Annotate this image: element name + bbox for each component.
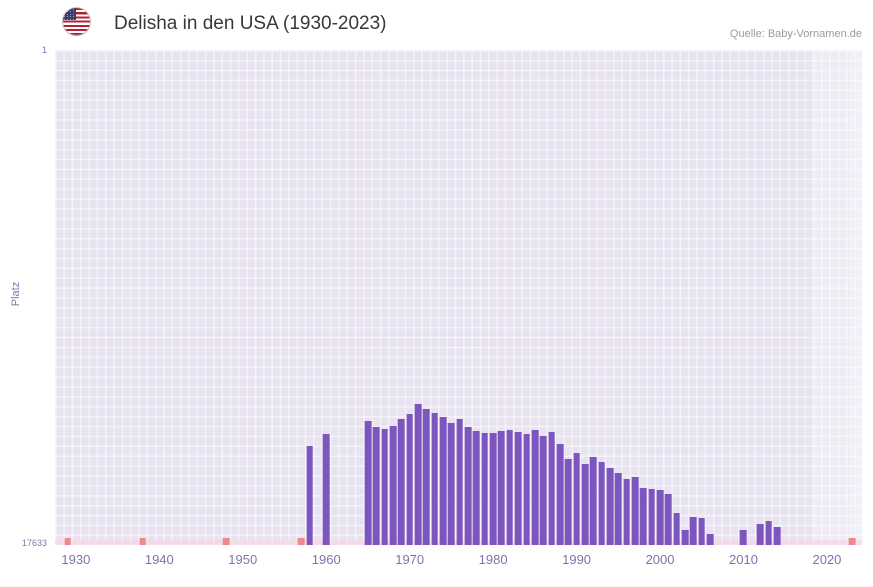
chart-bar[interactable]	[523, 434, 530, 545]
x-tick-label: 1940	[144, 552, 174, 567]
chart-bar[interactable]	[498, 431, 505, 545]
x-tick-label: 1960	[311, 552, 341, 567]
chart-bar[interactable]	[514, 431, 522, 545]
x-tick-label: 2010	[729, 552, 758, 567]
chart-bar[interactable]	[773, 526, 781, 545]
recent-years-band	[849, 50, 862, 545]
chart-bar[interactable]	[364, 421, 372, 545]
chart-bar[interactable]	[673, 512, 681, 545]
chart-bar[interactable]	[456, 419, 464, 545]
chart-bar[interactable]	[706, 533, 714, 545]
chart-bar[interactable]	[531, 429, 539, 545]
recent-years-band	[811, 50, 862, 545]
chart-bar[interactable]	[640, 487, 647, 545]
chart-bar[interactable]	[606, 468, 614, 545]
chart-bar[interactable]	[423, 409, 430, 545]
chart-bar[interactable]	[448, 423, 455, 545]
chart-bar[interactable]	[539, 435, 547, 545]
chart-bar[interactable]	[564, 458, 572, 545]
y-axis-min-label: 17633	[21, 538, 47, 548]
chart-bar[interactable]	[431, 412, 439, 545]
chart-bar[interactable]	[397, 419, 405, 545]
chart-bar[interactable]	[548, 431, 555, 545]
chart-bar[interactable]	[623, 479, 630, 545]
chart-bar[interactable]	[464, 427, 472, 545]
chart-bar[interactable]	[506, 429, 514, 545]
chart-bar[interactable]	[756, 523, 764, 545]
chart-bar[interactable]	[765, 520, 772, 545]
chart-bar[interactable]	[439, 417, 447, 545]
chart-bar[interactable]	[406, 413, 414, 545]
chart-bar[interactable]	[681, 529, 689, 545]
us-flag-icon	[63, 8, 90, 35]
chart-bar[interactable]	[581, 464, 589, 545]
x-tick-label: 1930	[61, 552, 91, 567]
chart-bar[interactable]	[306, 445, 313, 545]
x-tick-label: 1970	[395, 552, 425, 567]
chart-bar[interactable]	[598, 461, 605, 545]
chart-bar[interactable]	[573, 452, 580, 545]
chart-bar[interactable]	[322, 434, 330, 545]
chart-bar[interactable]	[481, 433, 489, 545]
source-label: Quelle: Baby-Vornamen.de	[729, 28, 862, 40]
unranked-year-marker[interactable]	[222, 538, 230, 545]
chart-bar[interactable]	[665, 494, 672, 545]
y-axis-label: Platz	[10, 281, 22, 307]
chart-bar[interactable]	[740, 530, 747, 545]
unranked-year-marker[interactable]	[139, 538, 146, 545]
unranked-year-marker[interactable]	[64, 538, 71, 545]
chart-bar[interactable]	[372, 426, 380, 545]
chart-bar[interactable]	[690, 517, 697, 545]
x-tick-label: 2000	[645, 552, 675, 567]
unranked-year-marker[interactable]	[297, 538, 305, 545]
plot-area[interactable]	[55, 50, 862, 545]
chart-bar[interactable]	[556, 444, 564, 545]
x-tick-label: 1950	[228, 552, 258, 567]
chart-bar[interactable]	[473, 430, 480, 545]
chart-bar[interactable]	[698, 517, 706, 545]
chart-bar[interactable]	[414, 404, 422, 545]
x-tick-label: 1990	[562, 552, 592, 567]
x-axis: 1930 1940 1950 1960 1970 1980 1990 2000 2010 2020	[55, 552, 862, 574]
unranked-year-marker[interactable]	[848, 538, 856, 545]
chart-bar[interactable]	[631, 476, 639, 545]
chart-bar[interactable]	[648, 489, 656, 545]
x-tick-label: 2020	[812, 552, 842, 567]
us-flag-canton	[63, 8, 76, 20]
page-title: Delisha in den USA (1930-2023)	[114, 13, 387, 34]
chart-bar[interactable]	[389, 426, 397, 545]
chart-bar[interactable]	[589, 456, 597, 545]
chart-bar[interactable]	[614, 472, 622, 545]
chart-bar[interactable]	[656, 489, 664, 545]
chart-bar[interactable]	[381, 428, 388, 545]
chart-bar[interactable]	[489, 433, 497, 545]
y-axis-max-label: 1	[41, 45, 47, 55]
x-tick-label: 1980	[478, 552, 508, 567]
